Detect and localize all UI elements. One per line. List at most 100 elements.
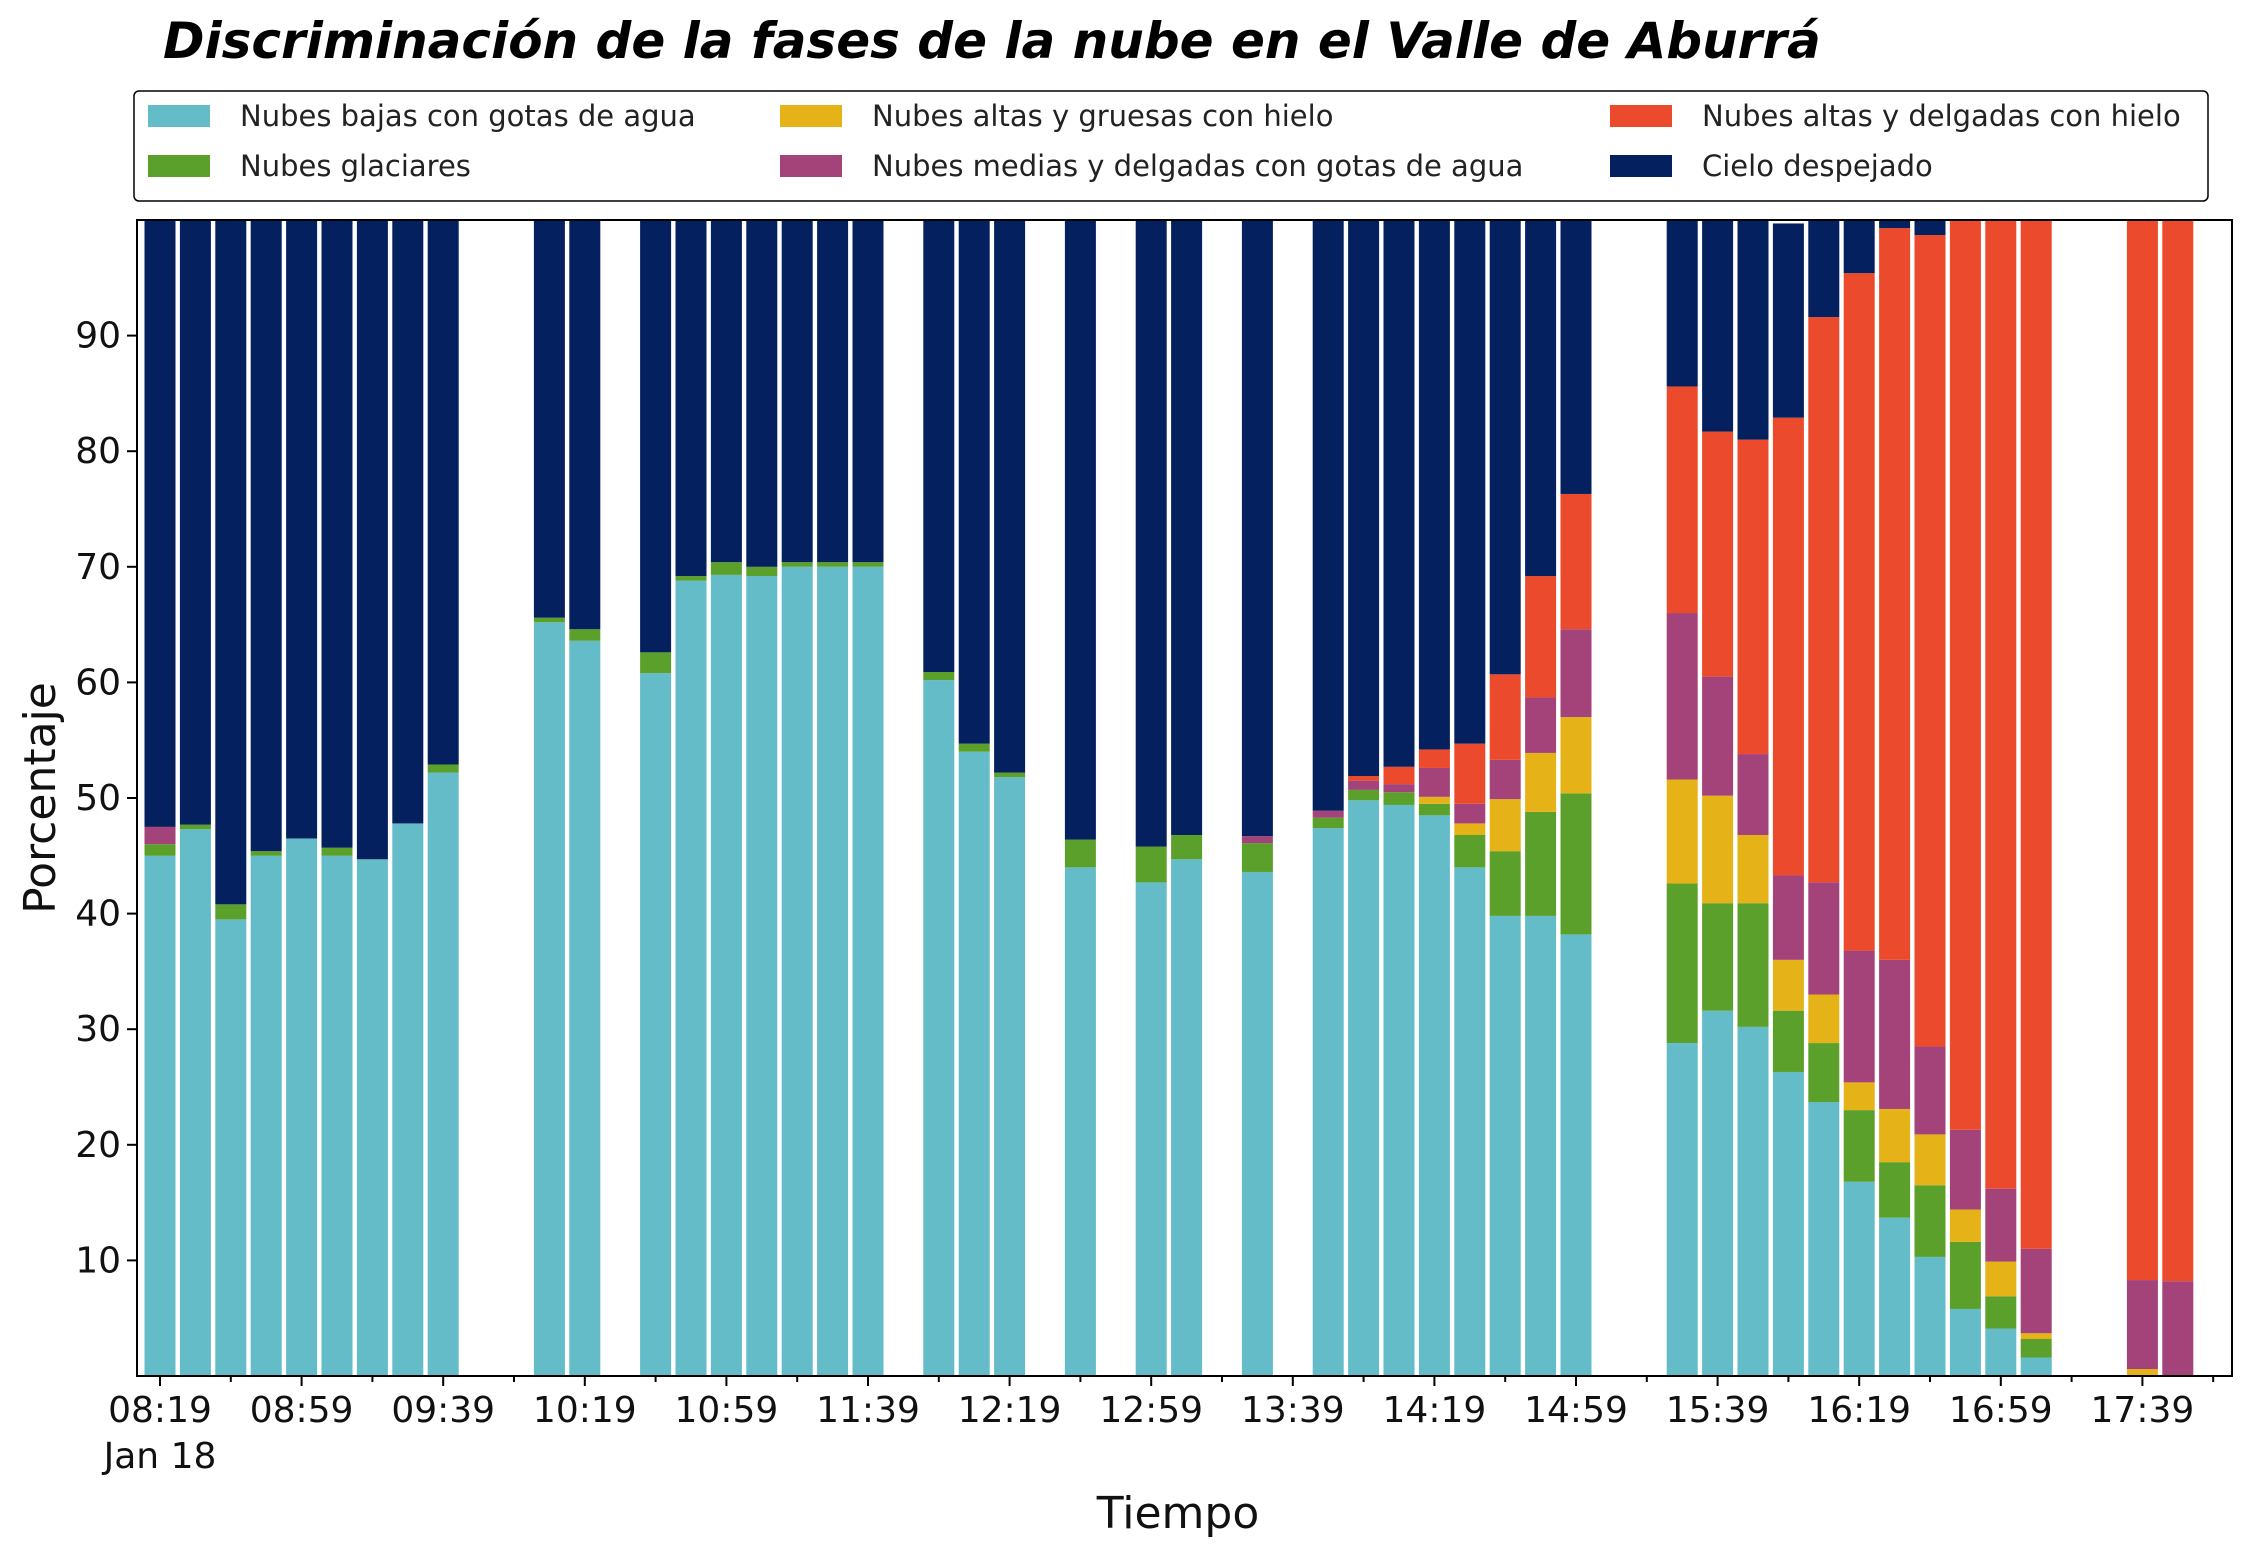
bar-segment-1-17 [746, 566, 778, 577]
bar-segment-5-2 [215, 220, 247, 905]
bar-segment-1-52 [1985, 1296, 2017, 1329]
bar-segment-3-34 [1348, 780, 1380, 790]
bar-segment-5-0 [144, 220, 176, 827]
bar-segment-1-33 [1312, 817, 1344, 829]
y-axis-label: Porcentaje [15, 682, 66, 914]
bar-segment-0-34 [1348, 800, 1380, 1376]
x-tick-label: 10:59 [675, 1390, 779, 1431]
bar-segment-0-7 [392, 823, 424, 1376]
bar-segment-3-48 [1843, 950, 1875, 1083]
bar-segment-4-35 [1383, 766, 1415, 785]
legend-swatch [148, 105, 210, 127]
x-tick-label: 10:19 [533, 1390, 637, 1431]
bar-segment-2-36 [1418, 796, 1450, 804]
bar-segment-5-12 [569, 220, 601, 630]
bar-segment-2-50 [1914, 1134, 1946, 1186]
bar-segment-5-49 [1879, 220, 1911, 229]
bar-segment-5-35 [1383, 220, 1415, 767]
bar-segment-0-48 [1843, 1181, 1875, 1376]
x-tick-label: 08:19 [108, 1390, 212, 1431]
bar-segment-0-43 [1666, 1043, 1698, 1376]
bar-segment-5-46 [1772, 223, 1804, 418]
bar-segment-5-4 [286, 220, 318, 839]
bar-segment-1-20 [852, 562, 884, 567]
x-tick-label: 16:59 [1949, 1390, 2053, 1431]
bar-segment-1-45 [1737, 903, 1769, 1027]
bar-segment-2-52 [1985, 1261, 2017, 1297]
bar-segment-3-36 [1418, 767, 1450, 797]
x-tick-label: 09:39 [391, 1390, 495, 1431]
bar-segment-0-29 [1171, 859, 1203, 1376]
legend-label: Cielo despejado [1702, 149, 1933, 183]
bar-segment-0-3 [250, 855, 282, 1376]
bar-segment-1-14 [640, 652, 672, 674]
bar-segment-4-36 [1418, 749, 1450, 768]
bar-segment-2-48 [1843, 1082, 1875, 1111]
x-tick-label: 16:19 [1807, 1390, 1911, 1431]
legend-label: Nubes altas y gruesas con hielo [872, 99, 1333, 133]
legend: Nubes bajas con gotas de agua Nubes glaci… [133, 90, 2209, 202]
bar-segment-4-49 [1879, 228, 1911, 960]
bar-segment-1-28 [1135, 846, 1167, 883]
bar-segment-1-48 [1843, 1110, 1875, 1182]
bar-segment-0-35 [1383, 804, 1415, 1376]
bar-segment-0-45 [1737, 1026, 1769, 1376]
bar-segment-1-8 [427, 764, 459, 773]
bar-segment-0-36 [1418, 815, 1450, 1376]
bar-segment-5-29 [1171, 220, 1203, 835]
bar-segment-5-36 [1418, 220, 1450, 750]
bar-segment-5-39 [1525, 220, 1557, 577]
bar-segment-3-45 [1737, 754, 1769, 835]
bar-segment-3-31 [1241, 836, 1273, 844]
bar-segment-5-38 [1489, 220, 1521, 675]
x-tick-label: 11:39 [816, 1390, 920, 1431]
bar-segment-1-44 [1702, 903, 1734, 1011]
bar-segment-0-11 [533, 622, 565, 1376]
x-tick-label: 14:59 [1524, 1390, 1628, 1431]
y-tick-label: 20 [75, 1125, 121, 1166]
y-tick-label: 30 [75, 1009, 121, 1050]
bar-segment-5-11 [533, 220, 565, 618]
bar-segment-0-44 [1702, 1010, 1734, 1376]
bar-segment-3-53 [2020, 1248, 2052, 1334]
bar-segment-3-38 [1489, 759, 1521, 800]
bar-segment-1-38 [1489, 851, 1521, 916]
bar-segment-5-47 [1808, 220, 1840, 318]
legend-label: Nubes medias y delgadas con gotas de agu… [872, 149, 1523, 183]
bar-segment-0-52 [1985, 1328, 2017, 1376]
bar-segment-4-40 [1560, 493, 1592, 630]
bar-segment-0-14 [640, 673, 672, 1376]
bar-segment-0-28 [1135, 882, 1167, 1376]
y-axis: 10 20 30 40 50 60 70 80 90 [75, 316, 137, 1281]
bar-segment-1-50 [1914, 1185, 1946, 1257]
bar-segment-1-23 [958, 743, 990, 752]
bar-segment-4-47 [1808, 317, 1840, 883]
bar-segment-0-31 [1241, 871, 1273, 1376]
bar-segment-0-26 [1064, 867, 1096, 1376]
bar-segment-1-3 [250, 851, 282, 856]
bar-segment-4-51 [1949, 220, 1981, 1130]
bar-segment-0-18 [781, 566, 813, 1376]
bar-segment-4-34 [1348, 776, 1380, 781]
bar-segment-0-6 [356, 859, 388, 1376]
bar-segment-1-12 [569, 629, 601, 641]
bar-segment-2-56 [2126, 1369, 2158, 1376]
bar-segment-5-44 [1702, 220, 1734, 432]
bar-segment-5-19 [817, 220, 849, 563]
bar-segment-0-17 [746, 576, 778, 1376]
bar-segment-4-52 [1985, 220, 2017, 1189]
bar-segment-4-56 [2126, 220, 2158, 1281]
bar-segment-5-6 [356, 220, 388, 860]
bar-segment-1-29 [1171, 834, 1203, 860]
bar-segment-1-24 [994, 772, 1026, 778]
bar-segment-1-34 [1348, 789, 1380, 801]
legend-swatch [148, 155, 210, 177]
bar-segment-1-1 [179, 824, 211, 830]
bar-segment-0-2 [215, 919, 247, 1376]
bar-segment-0-37 [1454, 867, 1486, 1376]
x-tick-label: 12:19 [958, 1390, 1062, 1431]
bar-segment-0-53 [2020, 1357, 2052, 1376]
legend-box [133, 90, 2209, 202]
bar-segment-5-17 [746, 220, 778, 567]
